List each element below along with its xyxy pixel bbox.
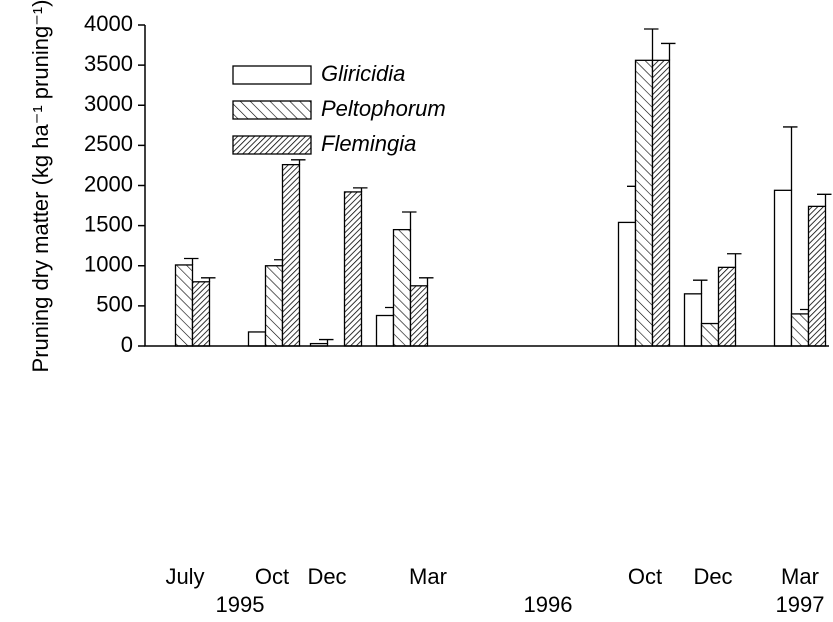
legend-label: Flemingia bbox=[321, 131, 416, 156]
bar bbox=[807, 205, 827, 347]
error-bar bbox=[783, 126, 798, 191]
error-bar bbox=[291, 159, 306, 165]
bar bbox=[392, 228, 412, 347]
legend-swatch bbox=[232, 65, 312, 85]
error-bar bbox=[644, 28, 659, 61]
axes bbox=[144, 25, 829, 347]
bar bbox=[634, 59, 654, 347]
year-label: 1996 bbox=[524, 592, 573, 617]
x-tick-label: Dec bbox=[307, 564, 346, 589]
x-tick-label: Oct bbox=[255, 564, 289, 589]
x-tick-label: Dec bbox=[693, 564, 732, 589]
bar bbox=[343, 191, 363, 347]
error-bar bbox=[419, 277, 434, 286]
legend-swatch bbox=[232, 135, 312, 155]
bar bbox=[717, 266, 737, 347]
bar bbox=[174, 264, 194, 347]
legend-label: Gliricidia bbox=[321, 61, 405, 86]
bar bbox=[617, 221, 637, 347]
x-tick-label: Mar bbox=[781, 564, 819, 589]
error-bar bbox=[201, 277, 216, 282]
y-tick-label: 3500 bbox=[84, 51, 133, 76]
bar bbox=[281, 163, 301, 347]
error-bar bbox=[319, 338, 334, 344]
legend-label: Peltophorum bbox=[321, 96, 446, 121]
x-tick-label: July bbox=[165, 564, 204, 589]
year-label: 1997 bbox=[776, 592, 825, 617]
y-tick-label: 4000 bbox=[84, 11, 133, 36]
error-bar bbox=[661, 42, 676, 61]
y-tick-label: 0 bbox=[121, 332, 133, 357]
error-bar bbox=[817, 193, 832, 207]
bar bbox=[375, 314, 395, 347]
bar bbox=[790, 313, 810, 347]
bar bbox=[651, 59, 671, 347]
error-bar bbox=[402, 211, 417, 230]
bar bbox=[683, 293, 703, 347]
bar bbox=[191, 281, 211, 347]
y-tick-label: 2000 bbox=[84, 171, 133, 196]
bar bbox=[247, 331, 267, 347]
year-label: 1995 bbox=[216, 592, 265, 617]
bar bbox=[409, 285, 429, 347]
bar bbox=[700, 322, 720, 347]
x-tick-label: Oct bbox=[628, 564, 662, 589]
error-bar bbox=[353, 187, 368, 192]
legend-swatch bbox=[232, 100, 312, 120]
error-bar bbox=[693, 279, 708, 294]
y-tick-label: 3000 bbox=[84, 91, 133, 116]
y-tick-label: 2500 bbox=[84, 131, 133, 156]
error-bar bbox=[727, 253, 742, 268]
y-tick-label: 1500 bbox=[84, 211, 133, 236]
bar bbox=[264, 265, 284, 347]
x-tick-label: Mar bbox=[409, 564, 447, 589]
y-tick-label: 500 bbox=[96, 292, 133, 317]
bar bbox=[773, 189, 793, 347]
error-bar bbox=[184, 257, 199, 265]
y-axis-label: Pruning dry matter (kg ha⁻¹ pruning⁻¹) bbox=[28, 0, 53, 372]
y-tick-label: 1000 bbox=[84, 252, 133, 277]
